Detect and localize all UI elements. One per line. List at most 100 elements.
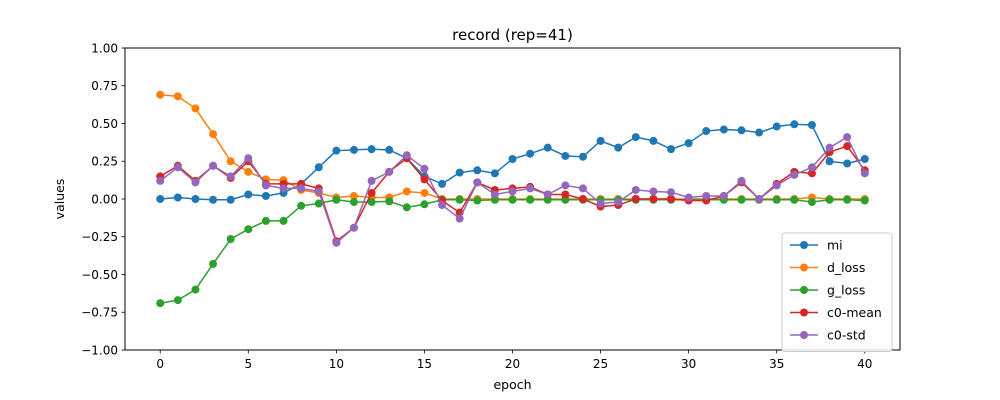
- data-point-mi: [631, 133, 640, 142]
- data-point-mi: [843, 159, 852, 168]
- data-point-d_loss: [420, 188, 429, 197]
- data-point-mi: [755, 128, 764, 137]
- data-point-c0-std: [490, 190, 499, 199]
- data-point-d_loss: [209, 130, 218, 139]
- data-point-c0-std: [173, 163, 182, 172]
- chart-title: record (rep=41): [452, 26, 573, 44]
- data-point-g_loss: [807, 198, 816, 207]
- data-point-mi: [385, 145, 394, 154]
- series-layer: [156, 90, 869, 308]
- data-point-g_loss: [332, 195, 341, 204]
- data-point-c0-std: [684, 193, 693, 202]
- data-point-c0-std: [649, 187, 658, 196]
- data-point-mi: [860, 154, 869, 163]
- data-point-c0-std: [261, 181, 270, 190]
- legend-marker: [800, 263, 808, 272]
- x-tick-label: 35: [769, 357, 784, 371]
- data-point-mi: [156, 195, 165, 203]
- data-point-c0-std: [772, 181, 781, 190]
- data-point-mi: [261, 191, 270, 200]
- data-point-c0-std: [561, 181, 570, 190]
- data-point-d_loss: [156, 90, 165, 99]
- data-point-g_loss: [279, 216, 288, 225]
- data-point-mi: [455, 168, 464, 177]
- y-tick-label: 0.75: [91, 79, 118, 93]
- data-point-c0-std: [543, 190, 552, 199]
- legend-marker: [800, 308, 808, 317]
- data-point-c0-std: [596, 199, 605, 208]
- series-c0-std: [156, 133, 869, 247]
- data-point-g_loss: [473, 196, 482, 205]
- data-point-d_loss: [244, 167, 253, 176]
- series-line-g_loss: [160, 198, 865, 304]
- data-point-c0-std: [473, 178, 482, 187]
- data-point-g_loss: [226, 235, 235, 244]
- data-point-g_loss: [843, 195, 852, 204]
- data-point-c0-std: [297, 184, 306, 193]
- data-point-g_loss: [385, 197, 394, 206]
- legend-item-mi: mi: [790, 238, 843, 253]
- series-g_loss: [156, 195, 869, 308]
- data-point-mi: [825, 157, 834, 166]
- x-tick-label: 30: [681, 357, 696, 371]
- data-point-c0-std: [578, 184, 587, 193]
- y-tick-label: 0.00: [91, 192, 118, 206]
- data-point-c0-std: [702, 191, 711, 200]
- data-point-c0-std: [860, 169, 869, 178]
- data-point-mi: [349, 145, 358, 154]
- data-point-mi: [173, 193, 182, 202]
- data-point-c0-mean: [667, 195, 676, 203]
- data-point-g_loss: [173, 296, 182, 305]
- data-point-mi: [790, 120, 799, 129]
- y-axis: −1.00 −0.75 −0.50 −0.25 0.00 0.25 0.50 0.75 1.00: [81, 41, 125, 357]
- y-tick-label: −0.25: [81, 230, 118, 244]
- data-point-mi: [526, 149, 535, 158]
- data-point-g_loss: [349, 198, 358, 207]
- x-tick-label: 40: [857, 357, 872, 371]
- data-point-c0-std: [807, 163, 816, 172]
- data-point-g_loss: [367, 198, 376, 207]
- data-point-mi: [667, 145, 676, 154]
- data-point-c0-std: [667, 188, 676, 197]
- data-point-c0-std: [402, 151, 411, 160]
- data-point-c0-std: [438, 201, 447, 210]
- data-point-d_loss: [226, 157, 235, 166]
- y-tick-label: −1.00: [81, 343, 118, 357]
- data-point-c0-std: [614, 198, 623, 207]
- data-point-g_loss: [244, 225, 253, 234]
- data-point-g_loss: [156, 299, 165, 308]
- data-point-g_loss: [737, 195, 746, 204]
- data-point-g_loss: [420, 200, 429, 209]
- data-point-c0-std: [191, 178, 200, 187]
- data-point-mi: [702, 127, 711, 136]
- data-point-c0-std: [825, 143, 834, 152]
- y-tick-label: 0.25: [91, 155, 118, 169]
- legend-box: [781, 232, 893, 352]
- data-point-c0-std: [719, 191, 728, 200]
- data-point-mi: [614, 143, 623, 152]
- data-point-c0-std: [385, 167, 394, 176]
- data-point-mi: [596, 136, 605, 145]
- data-point-c0-std: [279, 184, 288, 193]
- legend-label: c0-std: [827, 328, 866, 343]
- data-point-c0-std: [508, 187, 517, 196]
- data-point-g_loss: [297, 201, 306, 210]
- legend-marker: [800, 286, 808, 294]
- data-point-g_loss: [455, 195, 464, 204]
- data-point-g_loss: [790, 195, 799, 204]
- legend-item-g_loss: g_loss: [790, 283, 865, 298]
- x-tick-label: 5: [244, 357, 252, 371]
- data-point-g_loss: [261, 216, 270, 225]
- data-point-mi: [473, 166, 482, 175]
- legend-marker: [800, 331, 808, 339]
- data-point-mi: [807, 121, 816, 130]
- y-tick-label: 1.00: [91, 41, 118, 55]
- data-point-mi: [314, 163, 323, 172]
- data-point-mi: [332, 146, 341, 155]
- data-point-mi: [244, 190, 253, 199]
- data-point-mi: [209, 195, 218, 204]
- data-point-c0-std: [314, 187, 323, 196]
- series-mi: [156, 120, 869, 204]
- data-point-g_loss: [526, 195, 535, 204]
- data-point-g_loss: [402, 203, 411, 212]
